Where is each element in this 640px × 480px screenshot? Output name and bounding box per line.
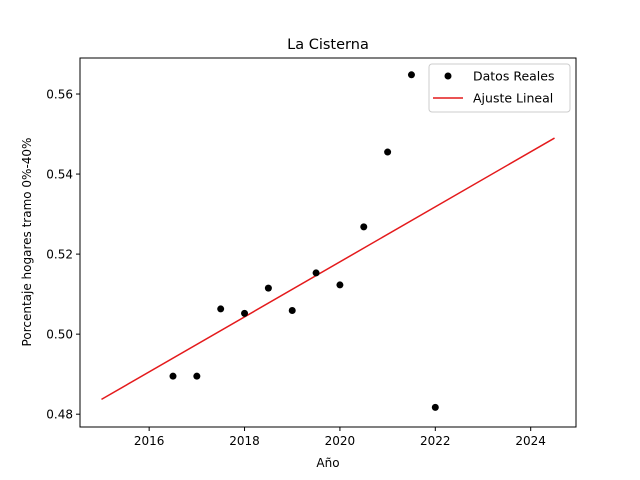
data-point: [169, 372, 177, 380]
legend-box: [428, 63, 571, 113]
y-tick-label: 0.54: [46, 167, 73, 181]
data-point: [312, 269, 320, 277]
x-tick-label: 2022: [420, 434, 451, 448]
data-point: [241, 309, 249, 317]
x-tick-label: 2016: [134, 434, 165, 448]
y-tick-label: 0.56: [46, 87, 73, 101]
data-point: [193, 372, 201, 380]
plot-frame: [79, 57, 577, 428]
x-axis: 2016 2018 2020 2022 2024: [134, 427, 546, 448]
data-point: [288, 307, 296, 315]
legend-label-datos-reales: Datos Reales: [473, 69, 554, 84]
fit-line: [101, 137, 555, 401]
data-point: [264, 284, 272, 292]
data-point: [431, 403, 439, 411]
x-tick-label: 2018: [229, 434, 260, 448]
data-points-layer: [169, 71, 439, 411]
plot-background: [80, 58, 576, 427]
x-tick-label: 2024: [515, 434, 546, 448]
legend-marker-datos-reales: [444, 72, 452, 80]
data-point: [217, 305, 225, 313]
legend: Datos Reales Ajuste Lineal: [428, 63, 571, 113]
y-tick-label: 0.52: [46, 247, 73, 261]
x-tick-label: 2020: [325, 434, 356, 448]
y-tick-label: 0.48: [46, 407, 73, 421]
y-axis-title: Porcentaje hogares tramo 0%-40%: [20, 138, 34, 347]
y-axis: 0.48 0.50 0.52 0.54 0.56: [46, 87, 80, 421]
plot-area: [79, 57, 577, 428]
data-point: [384, 148, 392, 156]
data-point: [336, 281, 344, 289]
fit-line-layer: [101, 137, 555, 401]
data-point: [407, 71, 415, 79]
y-tick-label: 0.50: [46, 327, 73, 341]
legend-label-ajuste-lineal: Ajuste Lineal: [473, 91, 553, 106]
x-axis-title: Año: [316, 456, 339, 470]
data-point: [360, 223, 368, 231]
chart-title: La Cisterna: [287, 37, 369, 53]
